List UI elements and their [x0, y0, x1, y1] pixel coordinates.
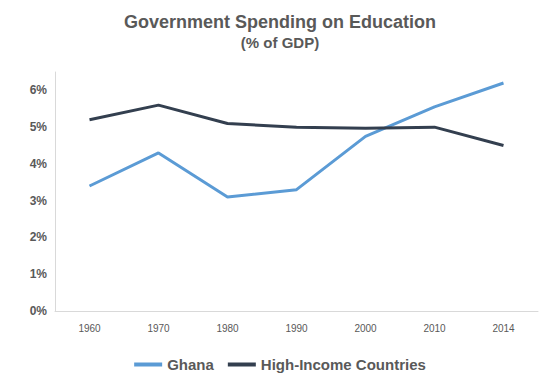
svg-text:2%: 2%: [30, 230, 48, 244]
svg-text:Government Spending on Educati: Government Spending on Education: [124, 12, 436, 32]
svg-text:2010: 2010: [423, 323, 446, 334]
svg-text:2014: 2014: [492, 323, 515, 334]
svg-text:1%: 1%: [30, 267, 48, 281]
svg-text:(% of GDP): (% of GDP): [241, 34, 319, 51]
svg-text:High-Income Countries: High-Income Countries: [261, 356, 426, 373]
svg-text:3%: 3%: [30, 194, 48, 208]
svg-text:5%: 5%: [30, 120, 48, 134]
svg-text:1990: 1990: [285, 323, 308, 334]
svg-text:1970: 1970: [147, 323, 170, 334]
svg-text:2000: 2000: [354, 323, 377, 334]
svg-text:1960: 1960: [78, 323, 101, 334]
svg-text:Ghana: Ghana: [167, 356, 214, 373]
svg-text:4%: 4%: [30, 157, 48, 171]
svg-text:6%: 6%: [30, 83, 48, 97]
svg-text:1980: 1980: [216, 323, 239, 334]
svg-text:0%: 0%: [30, 304, 48, 318]
